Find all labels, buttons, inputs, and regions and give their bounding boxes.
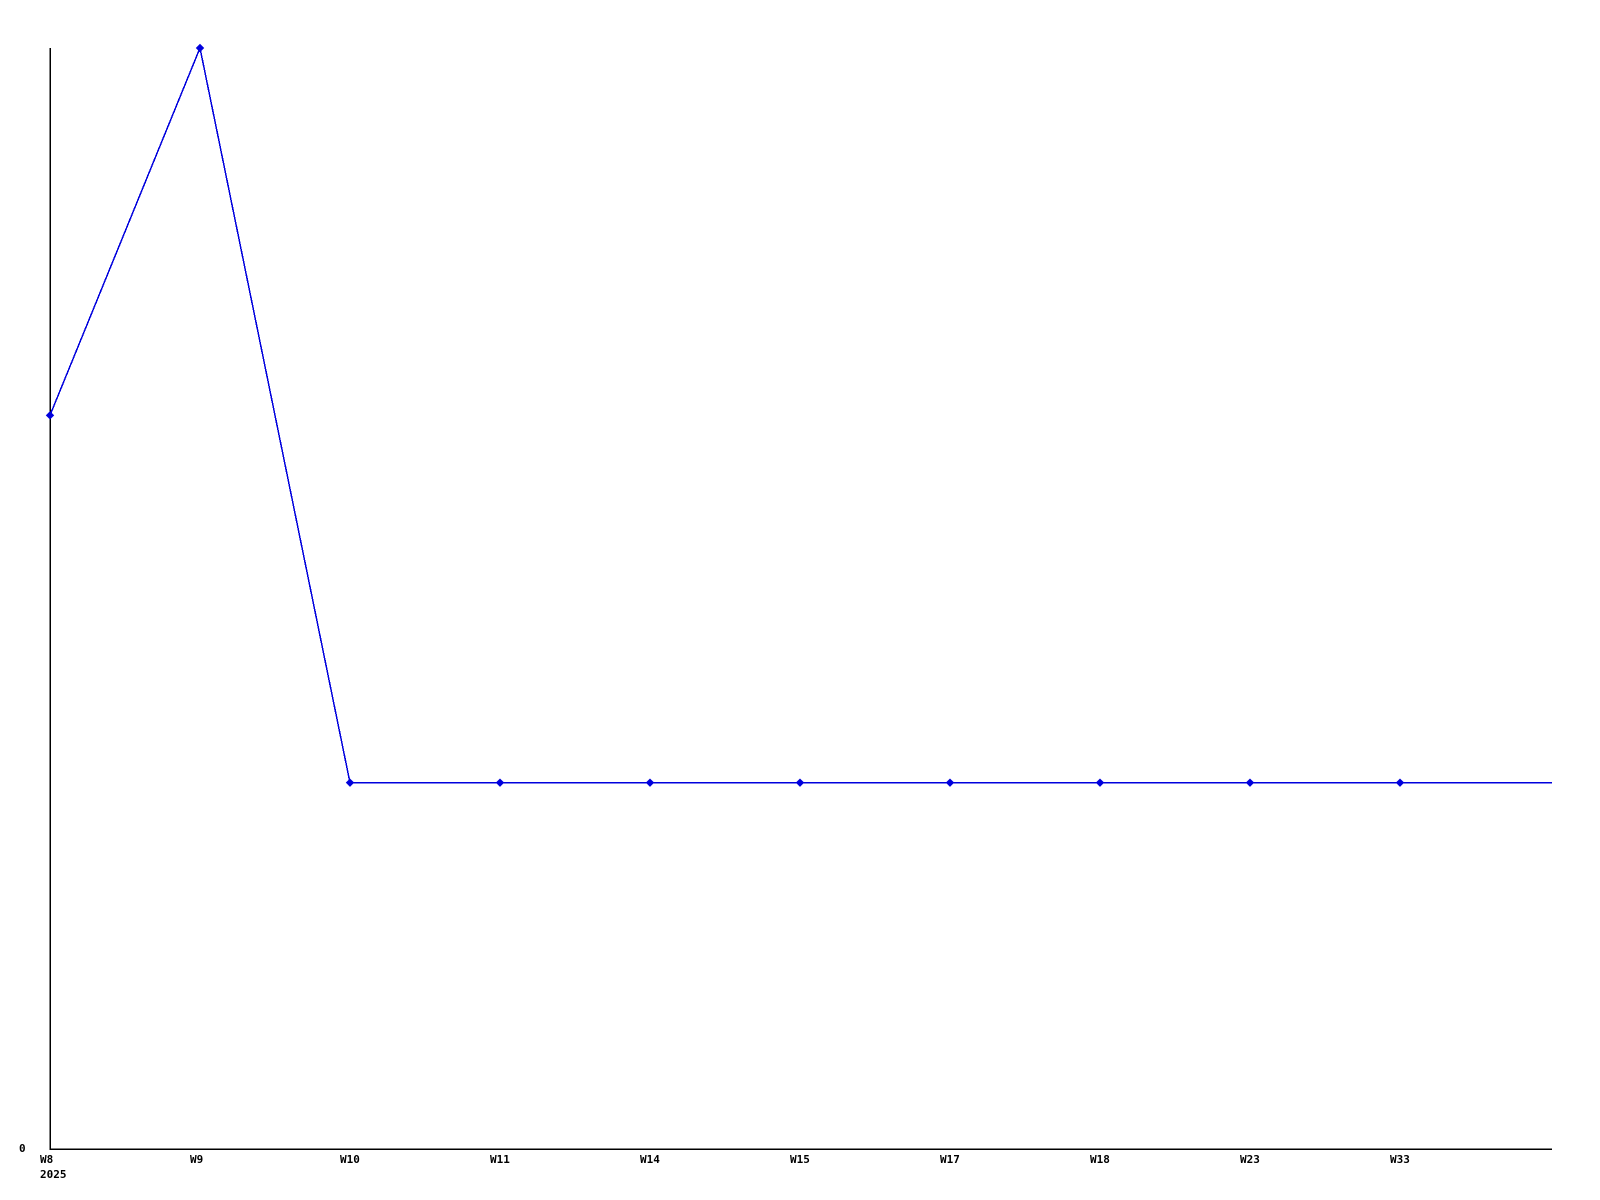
x-tick-label: W9 (190, 1153, 204, 1166)
data-point-marker (945, 778, 955, 787)
x-tick-label: W18 (1090, 1153, 1110, 1166)
data-point-marker (495, 778, 505, 787)
data-point-marker (795, 778, 805, 787)
x-tick-label: W15 (790, 1153, 810, 1166)
x-tick-label: W14 (640, 1153, 660, 1166)
y-axis-zero-label: 0 (19, 1142, 26, 1155)
data-line (49, 45, 1552, 784)
data-point-marker (45, 411, 55, 420)
x-tick-label: W33 (1390, 1153, 1410, 1166)
chart-axes (49, 48, 1552, 1150)
x-tick-label: W10 (340, 1153, 360, 1166)
x-tick-label: W23 (1240, 1153, 1260, 1166)
data-point-marker (1395, 778, 1405, 787)
data-point-marker (1095, 778, 1105, 787)
x-tick-label: W17 (940, 1153, 960, 1166)
data-point-marker (195, 43, 205, 53)
x-axis-year-label: 2025 (40, 1168, 67, 1181)
x-tick-label: W8 (40, 1153, 54, 1166)
data-point-marker (345, 778, 355, 787)
data-point-marker (645, 778, 655, 787)
x-tick-label: W11 (490, 1153, 510, 1166)
data-point-marker (1245, 778, 1255, 787)
